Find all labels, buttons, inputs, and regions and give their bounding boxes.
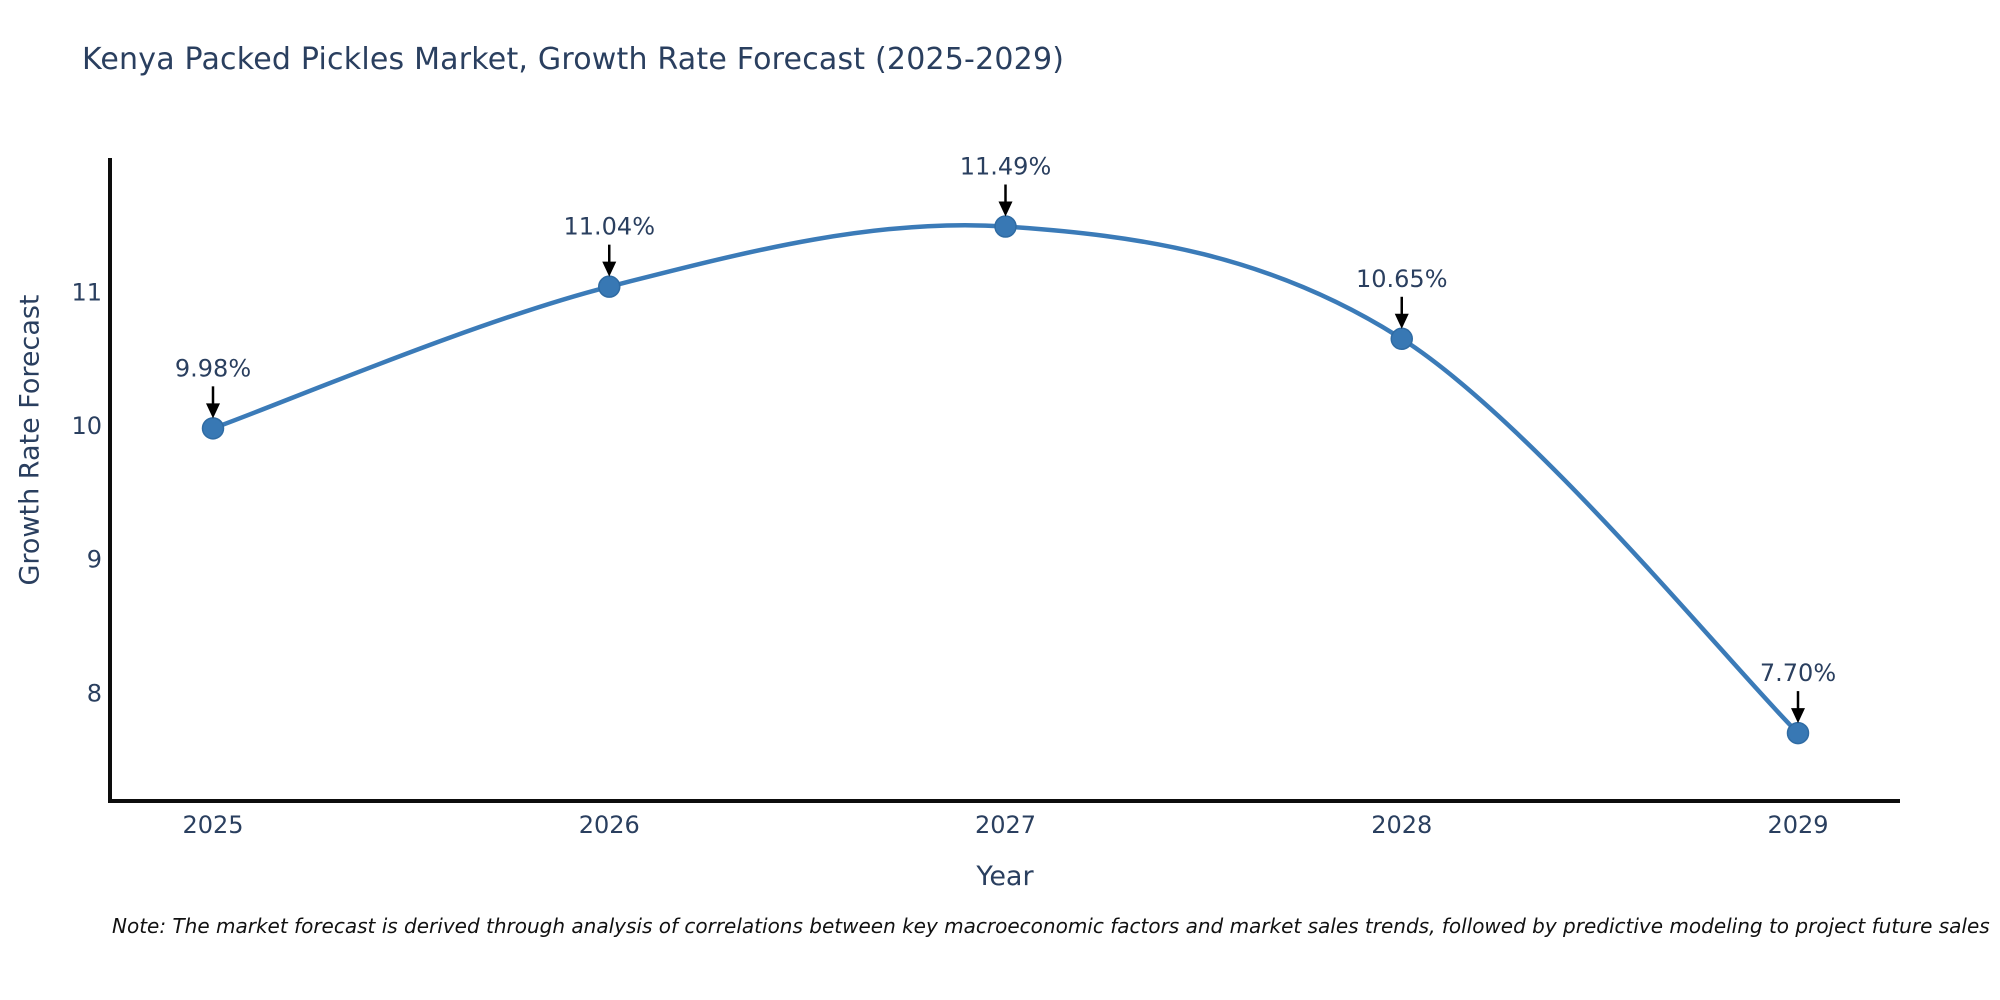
- data-point-marker[interactable]: [1390, 327, 1413, 351]
- annotation-arrowhead: [206, 403, 220, 419]
- chart-title: Kenya Packed Pickles Market, Growth Rate…: [82, 42, 1065, 77]
- y-tick-label: 9: [87, 546, 102, 574]
- annotation-arrowhead: [1791, 708, 1805, 724]
- data-point-label: 9.98%: [175, 354, 251, 382]
- x-tick-label: 2028: [1371, 811, 1432, 839]
- data-point-label: 10.65%: [1356, 265, 1448, 293]
- data-point-label: 11.04%: [563, 213, 655, 241]
- x-axis-title: Year: [976, 861, 1034, 892]
- annotation-arrowhead: [1394, 313, 1409, 329]
- annotation-arrowhead: [602, 261, 617, 277]
- y-tick-label: 11: [71, 278, 102, 306]
- x-tick-label: 2025: [182, 811, 243, 839]
- x-tick-label: 2027: [975, 811, 1036, 839]
- trend-line: [210, 222, 1801, 736]
- data-point-label: 7.70%: [1760, 659, 1836, 687]
- x-tick-label: 2026: [579, 811, 640, 839]
- x-tick-label: 2029: [1767, 811, 1828, 839]
- y-axis-title: Growth Rate Forecast: [14, 294, 46, 586]
- chart-footnote: Note: The market forecast is derived thr…: [112, 914, 1990, 938]
- y-tick-label: 10: [71, 412, 102, 440]
- annotation-arrowhead: [998, 201, 1013, 217]
- data-point-marker[interactable]: [1786, 721, 1810, 745]
- data-point-marker[interactable]: [201, 417, 225, 440]
- data-point-label: 11.49%: [960, 153, 1052, 181]
- y-tick-label: 8: [87, 679, 102, 707]
- data-point-marker[interactable]: [598, 275, 621, 298]
- data-point-marker[interactable]: [994, 215, 1017, 238]
